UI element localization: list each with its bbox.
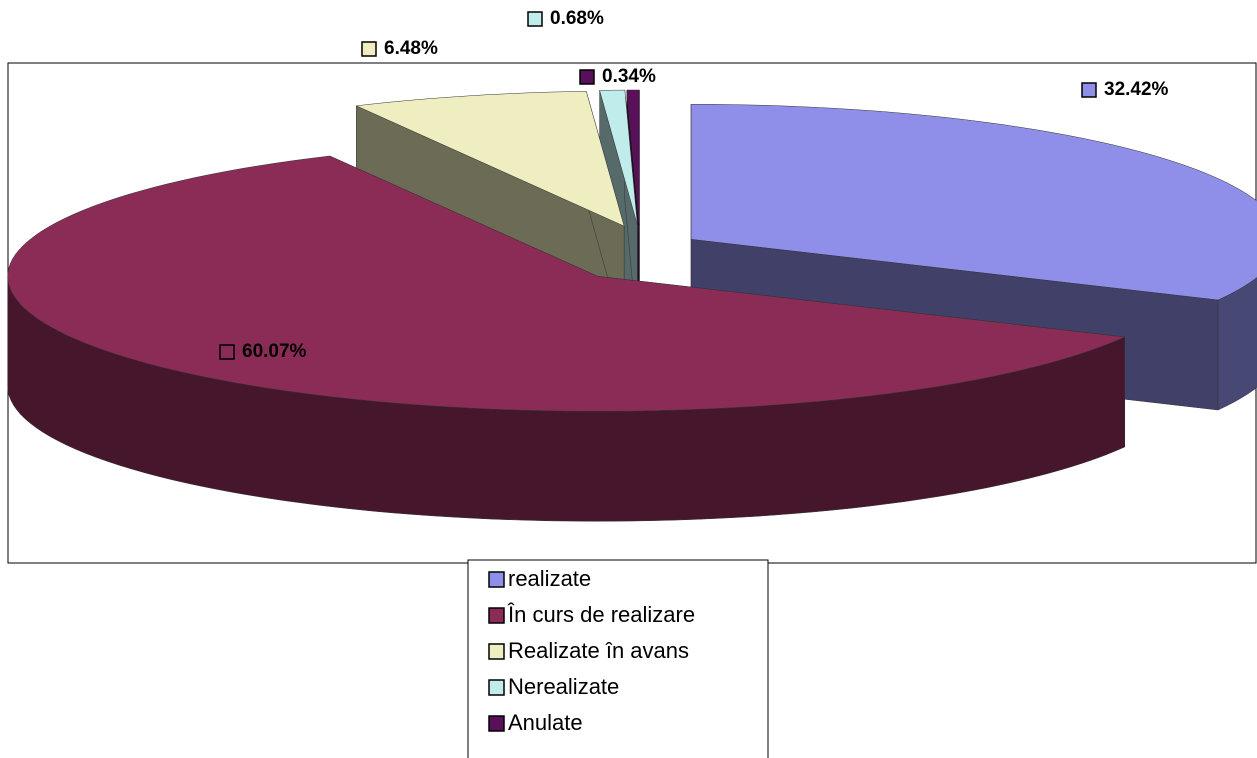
value-label: 60.07%: [242, 341, 307, 362]
legend-key: [488, 643, 505, 660]
legend-label: realizate: [508, 566, 591, 591]
pie: [7, 89, 1257, 522]
legend-box: [467, 559, 769, 758]
legend-label: Realizate în avans: [508, 638, 689, 663]
value-label-key: [579, 69, 595, 85]
value-label: 6.48%: [384, 38, 438, 59]
value-label-key: [219, 344, 235, 360]
slice-wall: [1217, 277, 1257, 411]
value-label-key: [1081, 82, 1097, 98]
value-label: 0.68%: [550, 8, 604, 29]
legend-label: În curs de realizare: [507, 602, 695, 627]
slice: [599, 89, 638, 226]
value-label: 0.34%: [602, 66, 656, 87]
slice: [7, 155, 1126, 412]
legend-label: Anulate: [508, 710, 583, 735]
value-label-key: [361, 41, 377, 57]
value-label-key: [527, 11, 543, 27]
labels: 32.42% 60.07% 6.48% 0.68% 0.34% realizate În c…: [219, 8, 1169, 735]
legend-key: [488, 607, 505, 624]
legend-label: Nerealizate: [508, 674, 619, 699]
slice: [355, 91, 625, 227]
legend-key: [488, 571, 505, 588]
slice: [690, 104, 1257, 301]
slice: [626, 89, 640, 226]
legend-key: [488, 679, 505, 696]
legend-key: [488, 715, 505, 732]
value-label: 32.42%: [1104, 79, 1169, 100]
